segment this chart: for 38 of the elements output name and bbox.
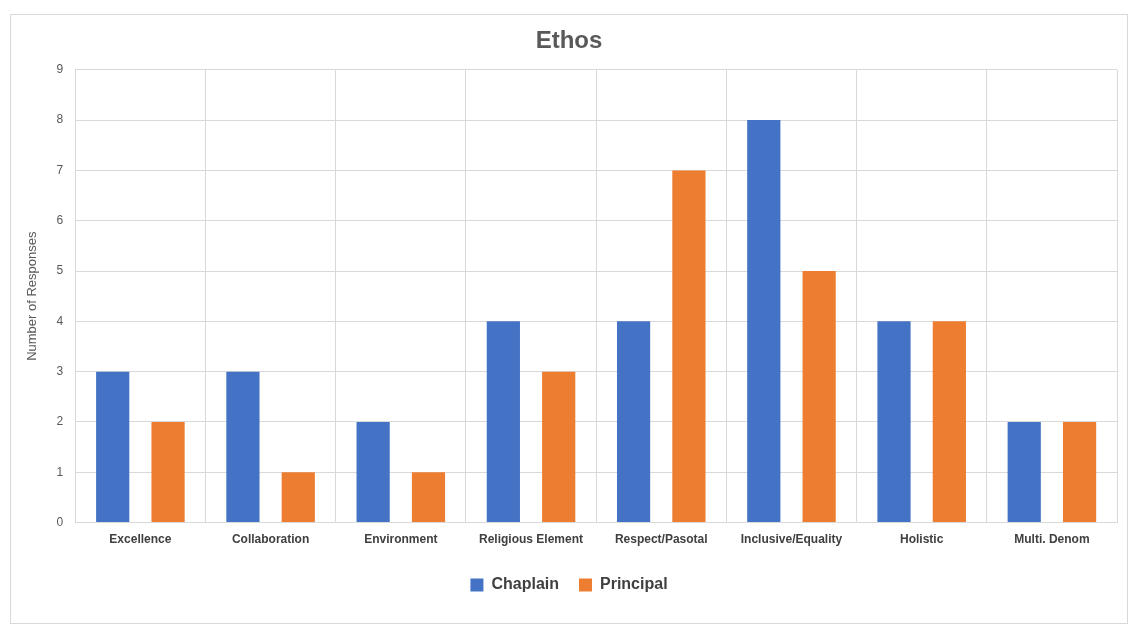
y-tick-label: 1 [56,464,64,479]
y-tick-label: 9 [56,62,64,77]
bar [411,472,446,523]
x-tick-label: Holistic [900,532,944,547]
y-tick-label: 3 [56,363,64,378]
y-axis-title: Number of Responses [24,231,40,361]
bar [151,421,185,523]
y-tick-label: 2 [56,414,64,429]
y-tick-label: 7 [56,162,64,177]
x-tick-label: Inclusive/Equality [740,532,843,547]
y-tick-label: 6 [56,213,64,228]
x-tick-label: Multi. Denom [1014,532,1090,547]
bar [281,472,315,523]
bar [356,421,390,523]
y-tick-label: 4 [56,313,64,328]
x-tick-label: Respect/Pasotal [614,532,708,547]
y-tick-label: 8 [56,112,64,127]
bar [1062,421,1097,523]
bar [96,371,130,523]
bar [672,170,706,523]
bar [486,321,520,523]
chart-title: Ethos [535,26,603,54]
y-tick-label: 0 [56,514,64,529]
x-tick-label: Excellence [109,532,172,547]
bar [1007,421,1041,523]
bar [877,321,911,523]
x-tick-label: Religious Element [479,532,584,547]
bar [226,371,260,523]
y-tick-label: 5 [56,263,64,278]
legend-label: Principal [599,575,668,593]
x-tick-label: Environment [364,532,438,547]
x-tick-label: Collaboration [231,532,310,547]
bar [802,271,836,523]
bar [747,120,781,523]
bar [616,321,651,523]
legend-label: Chaplain [491,575,559,593]
bar [932,321,966,523]
bar [542,371,576,523]
